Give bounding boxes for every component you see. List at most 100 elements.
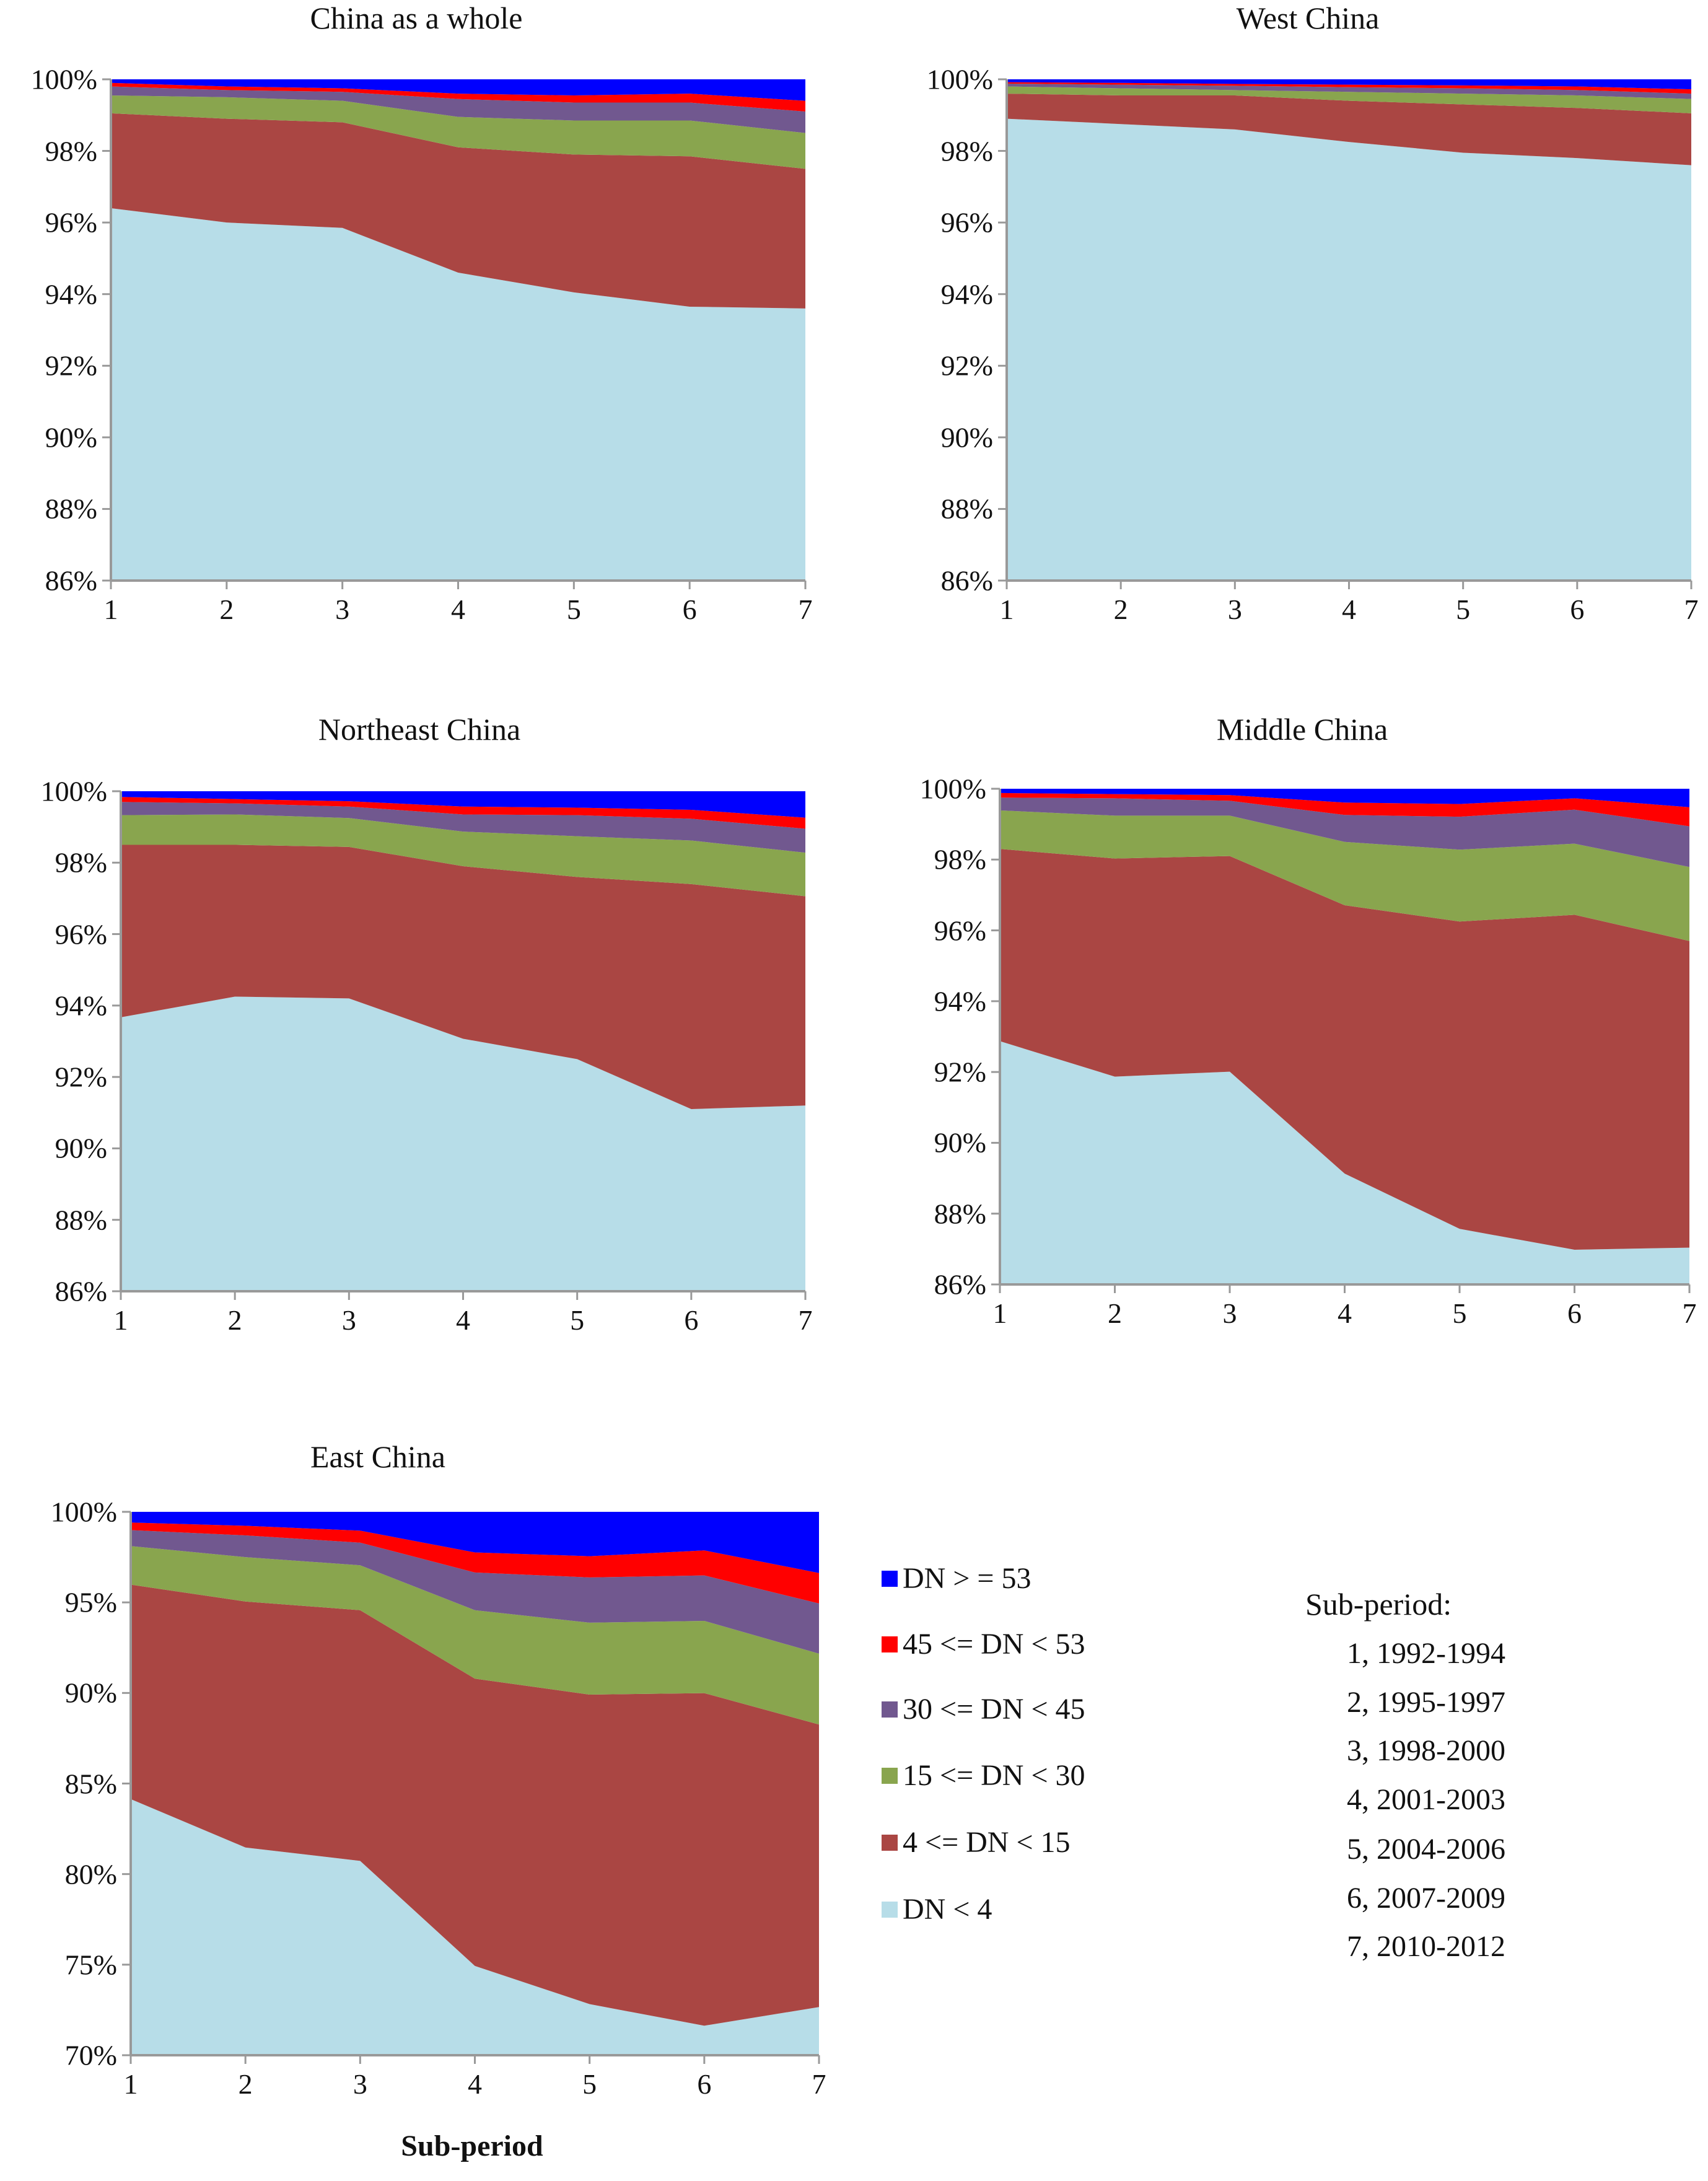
subperiod-item: 3, 1998-2000 bbox=[1347, 1734, 1505, 1767]
x-tick-label: 1 bbox=[113, 1304, 128, 1336]
area-4-dn-15 bbox=[1007, 94, 1691, 165]
y-tick-label: 88% bbox=[45, 493, 97, 525]
y-tick-label: 98% bbox=[45, 135, 97, 167]
subperiod-item: 5, 2004-2006 bbox=[1347, 1833, 1505, 1866]
x-tick-label: 5 bbox=[1452, 1297, 1467, 1329]
area-dn-53 bbox=[1007, 79, 1691, 90]
legend-swatch bbox=[882, 1701, 898, 1718]
x-tick-label: 3 bbox=[341, 1304, 356, 1336]
y-tick-label: 98% bbox=[940, 135, 993, 167]
x-tick-label: 6 bbox=[1570, 594, 1585, 625]
x-tick-label: 6 bbox=[682, 594, 697, 625]
area-15-dn-30 bbox=[121, 814, 805, 897]
x-tick-label: 3 bbox=[1222, 1297, 1237, 1329]
area-dn-4 bbox=[121, 996, 805, 1291]
y-tick-label: 88% bbox=[940, 493, 993, 525]
y-tick-label: 90% bbox=[64, 1677, 117, 1709]
x-tick-label: 7 bbox=[1682, 1297, 1697, 1329]
y-tick-label: 94% bbox=[934, 985, 986, 1017]
y-tick-label: 100% bbox=[919, 773, 986, 805]
x-tick-label: 1 bbox=[103, 594, 118, 625]
area-45-dn-53 bbox=[1007, 82, 1691, 94]
x-tick-label: 6 bbox=[697, 2068, 712, 2100]
legend-swatch bbox=[882, 1636, 898, 1652]
x-tick-label: 3 bbox=[353, 2068, 367, 2100]
y-tick-label: 100% bbox=[50, 1496, 117, 1528]
legend-item-dn-45-53: 45 <= DN < 53 bbox=[882, 1627, 1085, 1661]
area-30-dn-45 bbox=[131, 1530, 819, 1654]
y-tick-label: 85% bbox=[64, 1768, 117, 1799]
chart-title-middle-china: Middle China bbox=[1216, 712, 1388, 747]
x-tick-label: 5 bbox=[1456, 594, 1471, 625]
area-45-dn-53 bbox=[131, 1522, 819, 1604]
y-tick-label: 92% bbox=[55, 1061, 107, 1093]
plot-northeast-china: 86% 88% 90% 92% 94% 96% 98% 100% 1 2 3 4 5 6 7 bbox=[41, 776, 813, 1336]
subperiod-item: 2, 1995-1997 bbox=[1347, 1686, 1505, 1719]
x-tick-label: 4 bbox=[1338, 1297, 1352, 1329]
area-4-dn-15 bbox=[131, 1584, 819, 2026]
y-tick-label: 86% bbox=[940, 564, 993, 597]
y-tick-label: 70% bbox=[64, 2039, 117, 2071]
subperiod-item: 6, 2007-2009 bbox=[1347, 1882, 1505, 1915]
legend-item-dn-30-45: 30 <= DN < 45 bbox=[882, 1692, 1085, 1726]
y-tick-label: 86% bbox=[45, 564, 97, 597]
plot-china-whole: 86% 88% 90% 92% 94% 96% 98% 100% 1 2 3 4 5 6 7 bbox=[31, 64, 813, 626]
y-tick-label: 86% bbox=[934, 1268, 986, 1301]
area-dn-53 bbox=[111, 79, 805, 101]
x-tick-label: 2 bbox=[227, 1304, 242, 1336]
plot-middle-china: 86% 88% 90% 92% 94% 96% 98% 100% 1 2 3 4 5 6 7 bbox=[920, 773, 1697, 1330]
x-tick-label: 4 bbox=[1342, 594, 1356, 625]
subperiod-title: Sub-period: bbox=[1305, 1587, 1452, 1621]
legend-label: 45 <= DN < 53 bbox=[903, 1628, 1085, 1661]
x-tick-label: 4 bbox=[468, 2068, 482, 2100]
y-tick-label: 98% bbox=[934, 843, 986, 875]
plot-west-china: 86% 88% 90% 92% 94% 96% 98% 100% 1 2 3 4 5 6 7 bbox=[927, 64, 1699, 626]
y-tick-label: 92% bbox=[934, 1056, 986, 1088]
x-tick-label: 4 bbox=[456, 1304, 470, 1336]
y-tick-label: 100% bbox=[30, 63, 97, 95]
legend-item-dn-ge-53: DN > = 53 bbox=[882, 1561, 1031, 1595]
plot-east-china: 70% 75% 80% 85% 90% 95% 100% 1 2 3 4 5 6 7 bbox=[51, 1496, 826, 2100]
x-tick-label: 1 bbox=[999, 594, 1014, 625]
area-45-dn-53 bbox=[121, 797, 805, 829]
legend-swatch bbox=[882, 1767, 898, 1784]
legend-item-dn-lt-4: DN < 4 bbox=[882, 1892, 992, 1926]
y-tick-label: 96% bbox=[940, 206, 993, 239]
legend-swatch bbox=[882, 1901, 898, 1918]
y-tick-label: 80% bbox=[64, 1858, 117, 1890]
chart-svg bbox=[122, 1511, 820, 2064]
legend-swatch bbox=[882, 1834, 898, 1851]
area-dn-4 bbox=[1000, 1041, 1689, 1284]
area-4-dn-15 bbox=[1000, 849, 1689, 1250]
y-tick-label: 88% bbox=[934, 1198, 986, 1230]
area-dn-4 bbox=[111, 208, 805, 581]
area-4-dn-15 bbox=[111, 113, 805, 309]
chart-title-east-china: East China bbox=[310, 1439, 446, 1474]
x-tick-label: 5 bbox=[566, 594, 581, 625]
x-tick-label: 7 bbox=[798, 594, 813, 625]
legend-item-dn-4-15: 4 <= DN < 15 bbox=[882, 1825, 1071, 1859]
x-tick-label: 7 bbox=[1684, 594, 1699, 625]
x-tick-label: 2 bbox=[219, 594, 234, 625]
area-45-dn-53 bbox=[111, 82, 805, 112]
x-tick-label: 1 bbox=[123, 2068, 138, 2100]
chart-svg bbox=[998, 78, 1693, 589]
x-tick-label: 3 bbox=[335, 594, 350, 625]
legend-swatch bbox=[882, 1570, 898, 1587]
y-tick-label: 92% bbox=[45, 349, 97, 382]
legend-label: 15 <= DN < 30 bbox=[903, 1759, 1085, 1792]
y-tick-label: 92% bbox=[940, 349, 993, 382]
y-tick-label: 94% bbox=[45, 278, 97, 310]
y-tick-label: 96% bbox=[45, 206, 97, 239]
legend-item-dn-15-30: 15 <= DN < 30 bbox=[882, 1758, 1085, 1793]
y-tick-label: 100% bbox=[926, 63, 993, 95]
chart-svg bbox=[112, 790, 807, 1300]
y-tick-label: 86% bbox=[55, 1275, 107, 1307]
x-tick-label: 5 bbox=[570, 1304, 585, 1336]
subperiod-item: 1, 1992-1994 bbox=[1347, 1637, 1505, 1670]
y-tick-label: 94% bbox=[940, 278, 993, 310]
x-tick-label: 2 bbox=[1113, 594, 1128, 625]
chart-svg bbox=[102, 78, 807, 589]
x-tick-label: 7 bbox=[812, 2068, 826, 2100]
x-tick-label: 2 bbox=[1108, 1297, 1122, 1329]
